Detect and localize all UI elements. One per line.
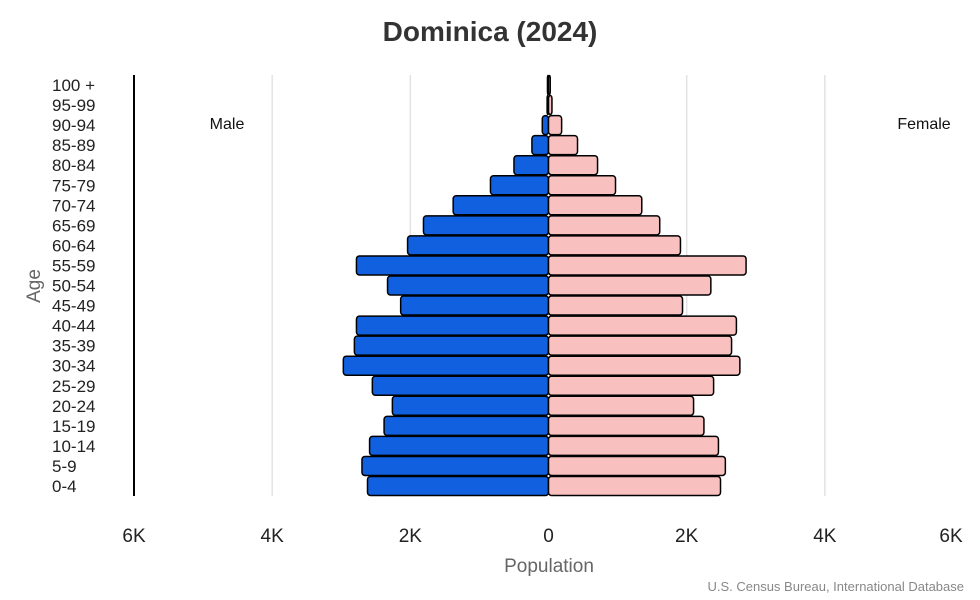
bar-male-20-24 bbox=[391, 395, 550, 417]
bar-male-90-94 bbox=[541, 114, 550, 136]
age-label: 85-89 bbox=[52, 136, 95, 155]
bar-male-55-59 bbox=[355, 255, 550, 276]
bar-female-60-64 bbox=[547, 235, 682, 256]
bar-male-60-64 bbox=[406, 235, 550, 256]
bar-female-45-49 bbox=[547, 295, 684, 316]
bar-male-85-89 bbox=[531, 134, 550, 156]
bar-female-90-94 bbox=[547, 114, 563, 136]
age-label: 10-14 bbox=[52, 437, 95, 456]
bar-female-75-79 bbox=[547, 175, 617, 196]
age-label: 75-79 bbox=[52, 176, 95, 195]
age-label: 80-84 bbox=[52, 156, 95, 175]
age-label: 100 + bbox=[52, 76, 95, 95]
x-axis-label: Population bbox=[504, 556, 594, 577]
x-tick-label: 4K bbox=[813, 526, 837, 547]
bar-female-70-74 bbox=[547, 195, 643, 216]
bar-female-50-54 bbox=[547, 275, 712, 296]
bar-female-5-9 bbox=[547, 455, 727, 477]
age-label: 50-54 bbox=[52, 277, 95, 296]
age-label: 60-64 bbox=[52, 236, 95, 255]
age-label: 30-34 bbox=[52, 357, 95, 376]
age-label: 40-44 bbox=[52, 317, 95, 336]
bar-female-25-29 bbox=[547, 375, 715, 396]
bar-male-15-19 bbox=[383, 415, 550, 437]
bar-male-5-9 bbox=[361, 455, 550, 477]
age-label: 20-24 bbox=[52, 397, 95, 416]
x-tick-label: 6K bbox=[122, 526, 146, 547]
age-label: 35-39 bbox=[52, 337, 95, 356]
bar-female-15-19 bbox=[547, 415, 705, 437]
legend-female: Female bbox=[897, 116, 950, 133]
bar-female-55-59 bbox=[547, 255, 747, 276]
age-label: 5-9 bbox=[52, 457, 77, 476]
age-label: 90-94 bbox=[52, 116, 95, 135]
x-tick-label: 2K bbox=[399, 526, 423, 547]
bar-male-45-49 bbox=[399, 295, 550, 316]
source-note: U.S. Census Bureau, International Databa… bbox=[707, 579, 964, 594]
bar-male-40-44 bbox=[355, 315, 550, 336]
age-label: 0-4 bbox=[52, 477, 77, 496]
bar-female-35-39 bbox=[547, 335, 733, 356]
bar-male-0-4 bbox=[366, 475, 550, 497]
age-labels: 0-45-910-1415-1920-2425-2930-3435-3940-4… bbox=[52, 76, 95, 496]
x-tick-label: 4K bbox=[261, 526, 285, 547]
bar-male-75-79 bbox=[489, 175, 550, 196]
bar-male-25-29 bbox=[371, 375, 550, 396]
age-label: 15-19 bbox=[52, 417, 95, 436]
bar-female-10-14 bbox=[547, 435, 720, 457]
bar-male-70-74 bbox=[452, 195, 550, 216]
bar-female-65-69 bbox=[547, 215, 661, 236]
bar-male-30-34 bbox=[342, 355, 550, 376]
chart-title: Dominica (2024) bbox=[383, 16, 598, 47]
bar-female-85-89 bbox=[547, 134, 579, 156]
age-label: 55-59 bbox=[52, 256, 95, 275]
legend-male: Male bbox=[210, 116, 245, 133]
y-axis-label: Age bbox=[24, 269, 45, 303]
age-label: 95-99 bbox=[52, 96, 95, 115]
bar-female-20-24 bbox=[547, 395, 695, 417]
x-tick-label: 2K bbox=[675, 526, 699, 547]
bar-female-100 bbox=[547, 74, 551, 96]
age-label: 45-49 bbox=[52, 297, 95, 316]
bar-female-0-4 bbox=[547, 475, 722, 497]
x-tick-label: 0 bbox=[543, 526, 554, 547]
x-tick-label: 6K bbox=[939, 526, 963, 547]
bar-female-40-44 bbox=[547, 315, 738, 336]
bar-female-80-84 bbox=[547, 154, 599, 176]
bars bbox=[342, 74, 747, 497]
bar-male-10-14 bbox=[368, 435, 550, 457]
bar-female-30-34 bbox=[547, 355, 741, 376]
bar-male-50-54 bbox=[386, 275, 550, 296]
age-label: 70-74 bbox=[52, 196, 95, 215]
x-tick-labels: 6K 4K 2K 0 2K 4K 6K bbox=[122, 526, 963, 547]
bar-male-65-69 bbox=[422, 215, 550, 236]
bar-male-35-39 bbox=[353, 335, 550, 356]
age-label: 65-69 bbox=[52, 216, 95, 235]
age-label: 25-29 bbox=[52, 377, 95, 396]
bar-male-80-84 bbox=[513, 154, 550, 176]
bar-female-95-99 bbox=[547, 94, 553, 116]
